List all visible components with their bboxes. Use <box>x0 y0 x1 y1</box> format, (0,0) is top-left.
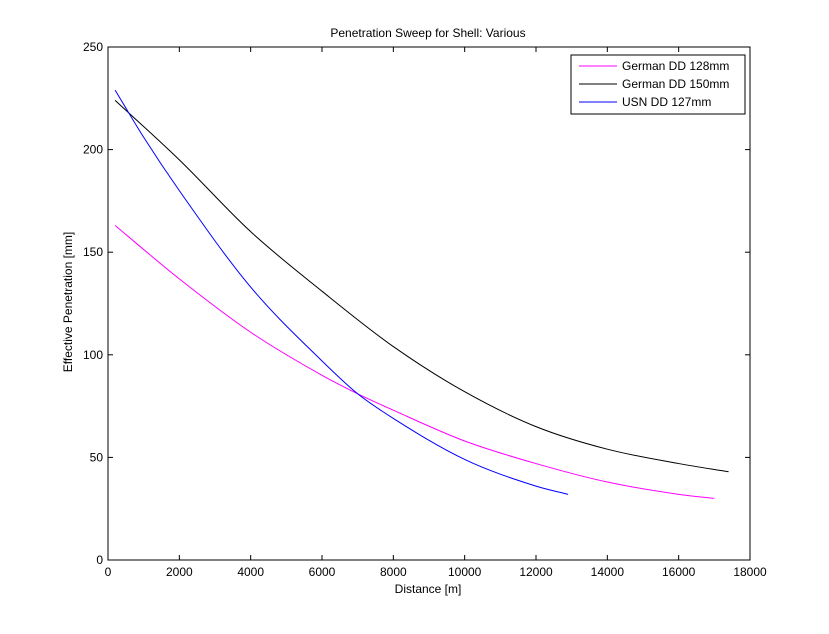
y-tick-label: 200 <box>83 143 103 157</box>
x-tick-label: 0 <box>105 565 112 579</box>
x-tick-label: 2000 <box>166 565 193 579</box>
x-axis-label: Distance [m] <box>395 582 462 596</box>
x-tick-label: 18000 <box>733 565 767 579</box>
series-line-0 <box>114 225 715 499</box>
x-tick-label: 8000 <box>380 565 407 579</box>
y-axis-label: Effective Penetration [mm] <box>61 232 75 373</box>
series-line-2 <box>114 89 569 495</box>
plot-frame <box>107 46 751 561</box>
x-tick-label: 10000 <box>448 565 482 579</box>
x-tick-label: 4000 <box>237 565 264 579</box>
series-line-1 <box>114 99 729 473</box>
legend-label-0: German DD 128mm <box>622 59 729 73</box>
series-layer <box>114 89 729 499</box>
legend-label-2: USN DD 127mm <box>622 95 711 109</box>
y-tick-label: 250 <box>83 40 103 54</box>
legend: German DD 128mm German DD 150mm USN DD 127… <box>570 54 746 115</box>
y-axis: 0 50 100 150 200 250 <box>83 40 750 567</box>
chart-title: Penetration Sweep for Shell: Various <box>330 26 525 40</box>
x-axis: 0 2000 4000 6000 8000 10000 12000 14000 16000 180… <box>105 47 767 579</box>
x-tick-label: 12000 <box>519 565 553 579</box>
x-tick-label: 6000 <box>309 565 336 579</box>
y-tick-label: 100 <box>83 348 103 362</box>
y-tick-label: 50 <box>90 450 104 464</box>
x-tick-label: 14000 <box>591 565 625 579</box>
y-tick-label: 0 <box>96 553 103 567</box>
legend-items: German DD 128mm German DD 150mm USN DD 127… <box>579 59 729 109</box>
y-tick-label: 150 <box>83 245 103 259</box>
x-tick-label: 16000 <box>662 565 696 579</box>
legend-label-1: German DD 150mm <box>622 77 729 91</box>
